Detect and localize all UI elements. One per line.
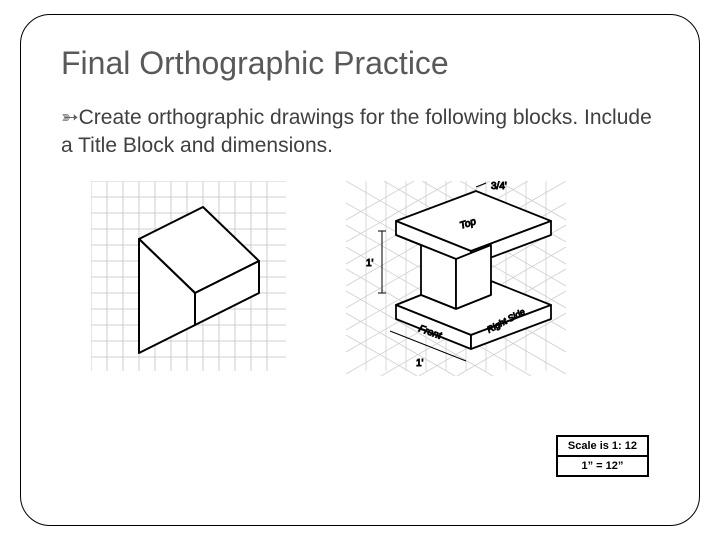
figure-1 bbox=[91, 181, 286, 376]
dim-left-lower: 1' bbox=[416, 358, 424, 369]
slide-frame: Final Orthographic Practice ➳Create orth… bbox=[20, 14, 700, 526]
dim-top: 3/4' bbox=[491, 181, 507, 192]
slide-title: Final Orthographic Practice bbox=[61, 45, 659, 82]
figure-1-svg bbox=[91, 181, 286, 371]
figure-2-svg: 3/4' 1' 1' Top Front Right Side bbox=[326, 181, 566, 381]
scale-line-1: Scale is 1: 12 bbox=[558, 437, 647, 455]
scale-line-2: 1” = 12” bbox=[558, 455, 647, 475]
body-text: Create orthographic drawings for the fol… bbox=[61, 106, 652, 157]
figures-row: 3/4' 1' 1' Top Front Right Side bbox=[91, 181, 659, 386]
scale-box: Scale is 1: 12 1” = 12” bbox=[556, 435, 649, 477]
dim-left-upper: 1' bbox=[366, 258, 374, 269]
figure-2: 3/4' 1' 1' Top Front Right Side bbox=[326, 181, 566, 386]
body-paragraph: ➳Create orthographic drawings for the fo… bbox=[61, 104, 659, 161]
bullet-icon: ➳ bbox=[61, 106, 79, 129]
